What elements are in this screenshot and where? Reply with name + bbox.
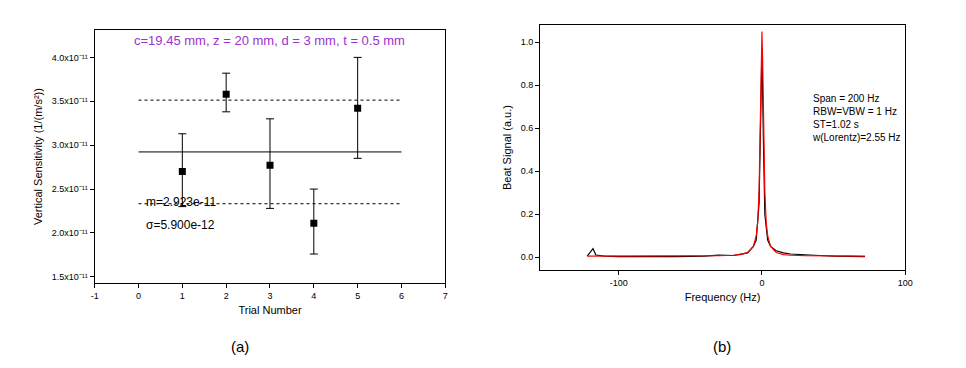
- svg-text:100: 100: [898, 278, 913, 288]
- svg-text:3.0x10⁻¹¹: 3.0x10⁻¹¹: [52, 140, 88, 150]
- svg-text:Trial Number: Trial Number: [238, 304, 301, 316]
- svg-text:Beat Signal (a.u.): Beat Signal (a.u.): [501, 105, 513, 190]
- svg-text:0.0: 0.0: [521, 252, 534, 262]
- svg-text:m=2.923e-11: m=2.923e-11: [146, 195, 216, 209]
- svg-text:0.4: 0.4: [521, 166, 534, 176]
- svg-text:0: 0: [759, 278, 764, 288]
- svg-text:7: 7: [443, 291, 448, 301]
- svg-text:Frequency (Hz): Frequency (Hz): [685, 291, 761, 303]
- svg-text:5: 5: [355, 291, 360, 301]
- svg-text:4.0x10⁻¹¹: 4.0x10⁻¹¹: [52, 53, 88, 63]
- svg-text:2: 2: [224, 291, 229, 301]
- svg-text:σ=5.900e-12: σ=5.900e-12: [146, 218, 215, 232]
- svg-text:-1: -1: [91, 291, 99, 301]
- svg-text:1: 1: [180, 291, 185, 301]
- svg-text:Span = 200 HzRBW=VBW = 1 HzST=: Span = 200 HzRBW=VBW = 1 HzST=1.02 sw(Lo…: [812, 93, 901, 143]
- svg-text:(a): (a): [231, 338, 249, 355]
- svg-text:4: 4: [311, 291, 316, 301]
- svg-text:Vertical Sensitivity (1/(m/s²): Vertical Sensitivity (1/(m/s²)): [32, 88, 44, 225]
- svg-text:0.2: 0.2: [521, 209, 534, 219]
- svg-text:2.0x10⁻¹¹: 2.0x10⁻¹¹: [52, 228, 88, 238]
- svg-text:6: 6: [399, 291, 404, 301]
- svg-text:0.6: 0.6: [521, 123, 534, 133]
- svg-text:3.5x10⁻¹¹: 3.5x10⁻¹¹: [52, 96, 88, 106]
- svg-text:1.0: 1.0: [521, 37, 534, 47]
- svg-text:0.8: 0.8: [521, 80, 534, 90]
- svg-text:-100: -100: [610, 278, 628, 288]
- svg-text:2.5x10⁻¹¹: 2.5x10⁻¹¹: [52, 184, 88, 194]
- svg-text:c=19.45 mm, z = 20 mm, d = 3 m: c=19.45 mm, z = 20 mm, d = 3 mm, t = 0.5…: [134, 33, 405, 48]
- svg-text:0: 0: [136, 291, 141, 301]
- svg-text:1.5x10⁻¹¹: 1.5x10⁻¹¹: [52, 272, 88, 282]
- svg-text:(b): (b): [713, 338, 731, 355]
- svg-text:3: 3: [267, 291, 272, 301]
